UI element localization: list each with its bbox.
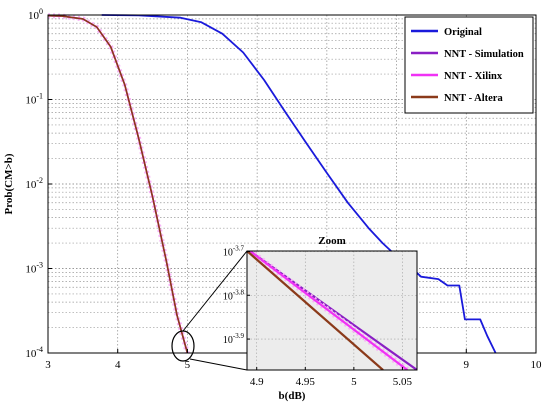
zoom-y-tick-label: 10-3.8 — [223, 288, 245, 302]
zoom-y-tick-label: 10-3.9 — [223, 332, 245, 346]
y-tick-label: 10-4 — [25, 345, 43, 360]
zoom-x-tick-label: 4.9 — [250, 376, 264, 388]
y-tick-label: 10-3 — [25, 261, 43, 276]
y-axis-label: Prob(CM>b) — [3, 153, 15, 214]
x-tick-label: 10 — [531, 359, 543, 371]
y-tick-label: 10-1 — [25, 92, 43, 107]
zoom-x-tick-label: 5.05 — [393, 376, 413, 388]
zoom-y-tick-label: 10-3.7 — [223, 244, 245, 258]
legend: Original NNT - Simulation NNT - Xilinx NNT … — [404, 16, 534, 114]
x-axis-label: b(dB) — [279, 390, 306, 402]
legend-label-2: NNT - Xilinx — [444, 71, 503, 82]
zoom-title: Zoom — [318, 235, 346, 247]
x-tick-label: 5 — [185, 359, 191, 371]
zoom-series — [247, 251, 417, 370]
zoom-ticks: 4.9 4.95 5 5.05 10-3.7 10-3.8 10-3.9 — [223, 244, 413, 388]
series-line-3 — [47, 14, 189, 354]
zoom-x-tick-label: 5 — [351, 376, 357, 388]
main-series — [47, 13, 497, 354]
y-tick-label: 100 — [28, 7, 43, 22]
zoom-series-line-1 — [249, 251, 408, 370]
x-tick-label: 3 — [45, 359, 51, 371]
zoom-series-line-2 — [247, 251, 384, 370]
legend-label-3: NNT - Altera — [444, 93, 503, 104]
legend-label-1: NNT - Simulation — [444, 49, 524, 60]
zoom-x-tick-label: 4.95 — [296, 376, 316, 388]
zoom-connector-bottom — [189, 358, 248, 371]
series-line-0 — [101, 14, 497, 354]
x-tick-label: 4 — [115, 359, 121, 371]
legend-label-0: Original — [444, 27, 482, 38]
zoom-inset-frame — [246, 250, 418, 371]
zoom-connector-top — [182, 250, 248, 332]
y-tick-label: 10-2 — [25, 176, 43, 191]
x-tick-label: 9 — [464, 359, 470, 371]
